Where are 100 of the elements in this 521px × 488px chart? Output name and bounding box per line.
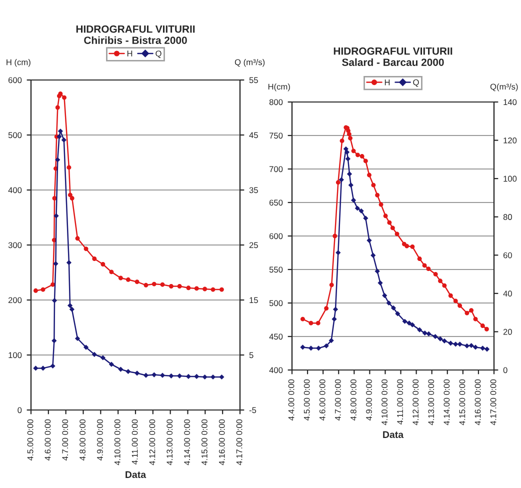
point xyxy=(75,236,80,241)
point xyxy=(68,192,72,198)
x-tick-label: 4.7.00 0:00 xyxy=(334,379,341,421)
point xyxy=(387,220,392,225)
point xyxy=(62,95,66,100)
point xyxy=(92,352,97,358)
x-tick-label: 4.4.00 0:00 xyxy=(288,379,294,421)
point xyxy=(344,150,350,155)
y2-axis-title: Q (m³/s) xyxy=(234,59,265,67)
point xyxy=(177,284,182,288)
x-tick-label: 4.5.00 0:00 xyxy=(304,379,310,421)
point xyxy=(410,244,415,249)
point xyxy=(52,338,57,344)
x-tick-label: 4.15.00 0:00 xyxy=(459,379,466,426)
point xyxy=(316,346,322,351)
y2-tick-label: 15 xyxy=(250,297,258,304)
y-tick-label: 600 xyxy=(269,233,283,240)
y-axis-title: H (cm) xyxy=(6,59,30,67)
y2-tick-label: 0 xyxy=(503,367,508,374)
point xyxy=(152,372,157,378)
y-tick-label: 400 xyxy=(8,187,22,194)
point xyxy=(363,216,368,221)
point xyxy=(53,261,58,266)
x-tick-label: 4.6.00 0:00 xyxy=(44,419,51,461)
x-tick-label: 4.17.00 0:00 xyxy=(490,379,496,426)
point xyxy=(390,305,396,311)
point xyxy=(360,154,364,158)
y-tick-label: 500 xyxy=(269,300,283,306)
point xyxy=(442,283,447,288)
point xyxy=(442,338,447,344)
point xyxy=(50,363,56,369)
point xyxy=(464,310,470,316)
point xyxy=(308,346,314,351)
x-tick-label: 4.11.00 0:00 xyxy=(132,419,138,465)
point xyxy=(118,276,123,280)
point xyxy=(177,373,182,378)
legend-label: Q xyxy=(156,50,162,58)
x-tick-label: 4.16.00 0:00 xyxy=(474,379,481,426)
point xyxy=(144,282,148,288)
point xyxy=(417,327,422,332)
point xyxy=(378,202,384,207)
point xyxy=(426,266,431,272)
point xyxy=(202,374,208,380)
point xyxy=(453,298,458,304)
point xyxy=(210,287,216,292)
point xyxy=(356,152,360,158)
y2-tick-label: 5 xyxy=(249,352,254,358)
x-tick-label: 4.5.00 0:00 xyxy=(27,419,34,461)
x-tick-label: 4.16.00 0:00 xyxy=(218,419,225,466)
point xyxy=(219,374,224,380)
point xyxy=(426,331,432,336)
point xyxy=(350,198,356,203)
point xyxy=(324,343,329,348)
point xyxy=(453,342,458,347)
y2-tick-label: 45 xyxy=(249,132,258,138)
x-tick-label: 4.10.00 0:00 xyxy=(114,419,120,466)
point xyxy=(160,372,166,378)
point xyxy=(332,234,338,238)
point xyxy=(390,226,395,230)
x-tick-label: 4.10.00 0:00 xyxy=(382,379,388,426)
point xyxy=(194,374,200,380)
y-tick-label: 750 xyxy=(269,132,283,139)
y2-tick-label: 140 xyxy=(504,99,517,106)
point xyxy=(448,293,453,298)
point xyxy=(336,180,340,185)
x-tick-label: 4.12.00 0:00 xyxy=(412,379,419,426)
y-tick-label: 400 xyxy=(269,367,283,374)
y2-tick-label: 120 xyxy=(504,137,517,144)
point xyxy=(329,282,334,288)
point xyxy=(134,370,140,376)
point xyxy=(351,148,356,154)
point xyxy=(338,177,344,182)
point xyxy=(126,277,130,282)
point xyxy=(74,336,80,342)
point xyxy=(348,136,352,140)
point xyxy=(348,182,354,188)
chart-title: HIDROGRAFUL VIITURII xyxy=(334,47,452,55)
x-tick-label: 4.6.00 0:00 xyxy=(319,379,326,421)
x-tick-label: 4.8.00 0:00 xyxy=(80,419,86,461)
point xyxy=(202,286,208,292)
point xyxy=(480,324,485,328)
point xyxy=(152,282,156,286)
point xyxy=(58,128,63,134)
y-tick-label: 550 xyxy=(269,266,283,273)
x-tick-label: 4.17.00 0:00 xyxy=(236,419,242,466)
y2-axis-title: Q(m³/s) xyxy=(490,84,518,92)
point xyxy=(363,158,368,164)
point xyxy=(56,134,62,140)
point xyxy=(50,282,55,287)
point xyxy=(464,343,470,348)
point xyxy=(126,368,131,374)
point xyxy=(484,346,490,352)
y-tick-label: 650 xyxy=(269,200,283,206)
point xyxy=(316,320,320,326)
point xyxy=(371,182,376,188)
point xyxy=(33,366,38,371)
x-tick-label: 4.12.00 0:00 xyxy=(149,419,156,466)
point xyxy=(108,362,114,367)
point xyxy=(324,306,329,311)
point xyxy=(469,308,474,313)
